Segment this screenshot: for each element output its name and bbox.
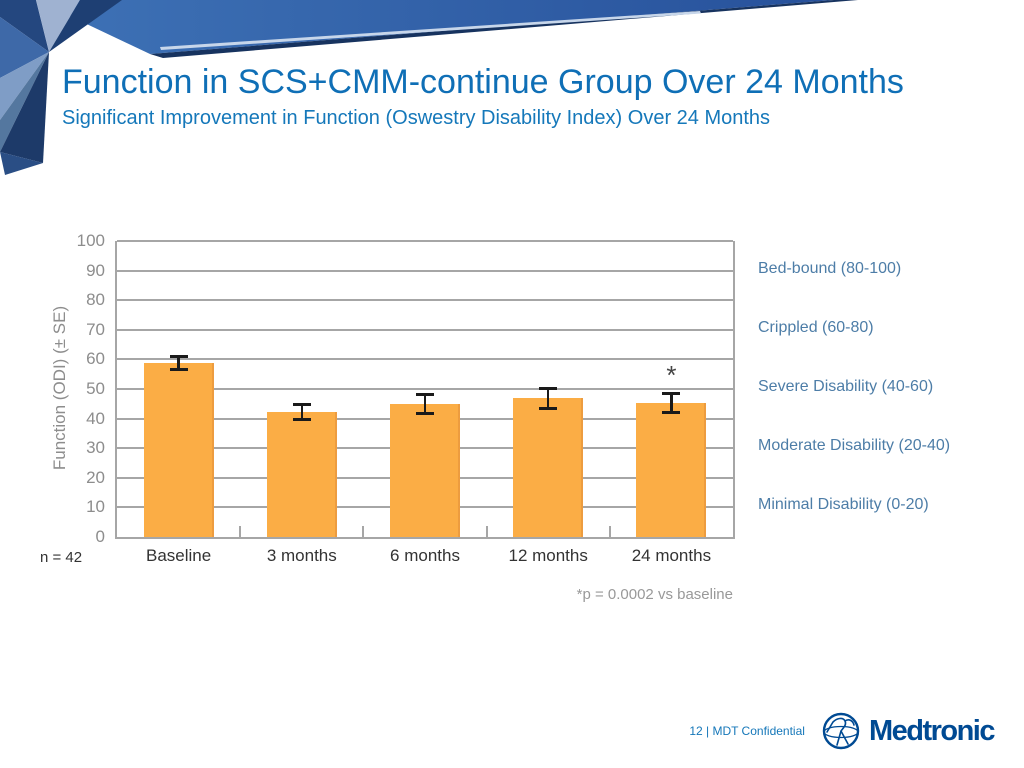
- bar: [143, 362, 214, 537]
- bar: [266, 411, 337, 537]
- x-category-label: 6 months: [390, 546, 460, 565]
- error-bar-line: [177, 356, 180, 370]
- corner-decoration-graphic: [0, 0, 858, 175]
- gridline: [117, 240, 733, 242]
- x-tick: [485, 526, 488, 537]
- plot-right-border: [733, 241, 735, 537]
- x-axis-line: [115, 537, 735, 539]
- page-number-confidential-label: 12 | MDT Confidential: [689, 724, 805, 738]
- gridline: [117, 388, 733, 390]
- error-bar-line: [300, 404, 304, 420]
- severity-band-label: Minimal Disability (0-20): [758, 496, 929, 514]
- error-bar-cap-top: [662, 392, 681, 396]
- medtronic-logo: Medtronic: [819, 708, 996, 754]
- error-bar-cap-top: [169, 354, 188, 358]
- bar: [390, 404, 460, 537]
- severity-band-label: Moderate Disability (20-40): [758, 437, 951, 455]
- error-bar-cap-bottom: [416, 412, 434, 416]
- y-tick-label: 30: [86, 438, 105, 458]
- bar: [513, 398, 584, 537]
- y-axis-title: Function (ODI) (± SE): [50, 305, 69, 471]
- error-bar-cap-bottom: [292, 417, 311, 421]
- medtronic-rising-man-icon: [822, 712, 860, 750]
- y-tick-label: 40: [86, 408, 105, 428]
- x-category-label: Baseline: [145, 546, 212, 565]
- severity-band-label: Bed-bound (80-100): [758, 259, 902, 277]
- gridline: [117, 328, 733, 331]
- y-tick-label: 50: [86, 379, 105, 398]
- x-category-label: 12 months: [508, 546, 588, 565]
- bar: [636, 403, 707, 537]
- gridline: [117, 358, 733, 361]
- y-tick-label: 80: [86, 290, 105, 310]
- faceted-triangle-fan: [0, 0, 122, 175]
- severity-band-label: Crippled (60-80): [758, 318, 874, 336]
- error-bar-line: [546, 388, 550, 409]
- x-tick: [362, 526, 365, 537]
- y-tick-label: 90: [86, 260, 105, 280]
- medtronic-wordmark: Medtronic: [868, 714, 996, 747]
- severity-band-label: Severe Disability (40-60): [758, 378, 934, 395]
- error-bar-cap-bottom: [539, 407, 558, 411]
- gridline: [117, 269, 733, 272]
- gridline: [117, 299, 733, 302]
- top-band: [36, 0, 858, 58]
- y-axis-line: [115, 241, 117, 537]
- footnote-label: *p = 0.0002 vs baseline: [576, 586, 733, 603]
- slide-footer: 12 | MDT Confidential Medtronic: [689, 708, 996, 754]
- y-tick-label: 100: [76, 231, 105, 250]
- y-tick-label: 70: [86, 319, 105, 339]
- y-tick-label: 20: [86, 467, 105, 487]
- slide-subtitle: Significant Improvement in Function (Osw…: [62, 107, 771, 130]
- error-bar-cap-bottom: [662, 411, 681, 415]
- x-tick: [239, 526, 242, 537]
- error-bar-cap-top: [539, 386, 558, 390]
- error-bar-cap-top: [292, 402, 311, 406]
- x-tick: [608, 526, 611, 537]
- x-category-label: 24 months: [631, 546, 712, 565]
- error-bar-line: [423, 394, 427, 414]
- y-tick-label: 0: [95, 527, 105, 546]
- error-bar-cap-top: [416, 393, 434, 397]
- slide-title: Function in SCS+CMM-continue Group Over …: [62, 63, 904, 101]
- title-block: Function in SCS+CMM-continue Group Over …: [62, 63, 962, 130]
- error-bar-line: [670, 393, 673, 413]
- y-tick-label: 60: [86, 349, 105, 369]
- error-bar-cap-bottom: [169, 367, 188, 371]
- significance-asterisk: *: [666, 359, 677, 390]
- y-tick-label: 10: [86, 497, 105, 517]
- sample-size-label: n = 42: [40, 549, 83, 566]
- x-category-label: 3 months: [266, 546, 337, 565]
